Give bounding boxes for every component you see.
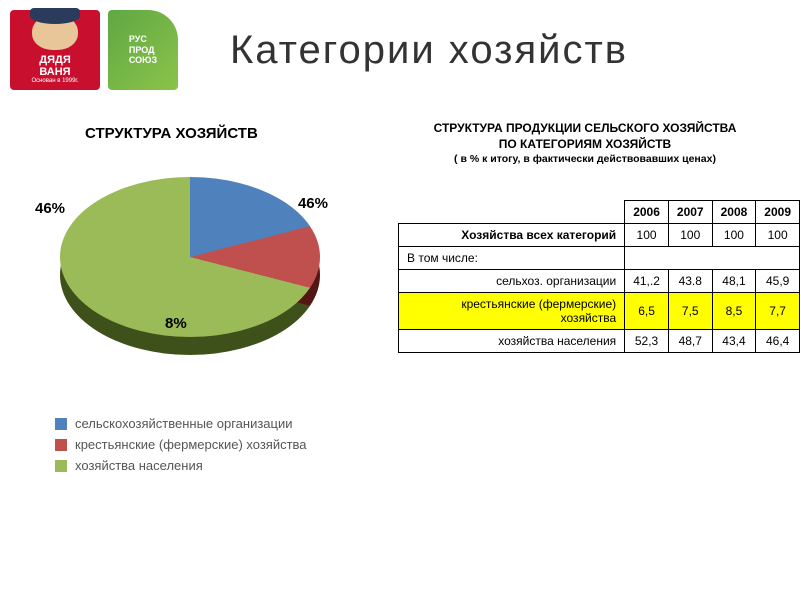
- table-row-head: Хозяйства всех категорий: [399, 224, 625, 247]
- table-cell: 48,1: [712, 270, 756, 293]
- logo-rusprodsoyuz: РУС ПРОД СОЮЗ: [108, 10, 178, 90]
- table-cell: [756, 247, 800, 270]
- logo1-line1: ДЯДЯ: [39, 54, 71, 66]
- table-cell: 100: [756, 224, 800, 247]
- table-cell: [668, 247, 712, 270]
- legend-swatch-icon: [55, 460, 67, 472]
- legend-label: крестьянские (фермерские) хозяйства: [75, 437, 307, 452]
- table-cell: 8,5: [712, 293, 756, 330]
- pie-label-2: 46%: [35, 200, 65, 217]
- table-row: Хозяйства всех категорий100100100100: [399, 224, 800, 247]
- table-title-1: СТРУКТУРА ПРОДУКЦИИ СЕЛЬСКОГО ХОЗЯЙСТВА: [400, 120, 770, 136]
- table-cell: [625, 247, 669, 270]
- legend-item: хозяйства населения: [55, 458, 307, 473]
- table-cell: 43.8: [668, 270, 712, 293]
- table-title-2: ПО КАТЕГОРИЯМ ХОЗЯЙСТВ: [400, 136, 770, 152]
- legend-swatch-icon: [55, 418, 67, 430]
- legend-item: сельскохозяйственные организации: [55, 416, 307, 431]
- table-row-head: В том числе:: [399, 247, 625, 270]
- table-cell: 48,7: [668, 330, 712, 353]
- legend-swatch-icon: [55, 439, 67, 451]
- table-cell: 100: [712, 224, 756, 247]
- table-row: В том числе:: [399, 247, 800, 270]
- table-year-header: 2008: [712, 201, 756, 224]
- table-year-header: 2009: [756, 201, 800, 224]
- table-row-head: крестьянские (фермерские) хозяйства: [399, 293, 625, 330]
- table-row: крестьянские (фермерские) хозяйства6,57,…: [399, 293, 800, 330]
- table-title-block: СТРУКТУРА ПРОДУКЦИИ СЕЛЬСКОГО ХОЗЯЙСТВА …: [400, 120, 770, 167]
- pie-chart-title: СТРУКТУРА ХОЗЯЙСТВ: [85, 125, 258, 142]
- table-cell: 46,4: [756, 330, 800, 353]
- legend-label: хозяйства населения: [75, 458, 203, 473]
- pie-label-1: 8%: [165, 315, 187, 332]
- table-row: сельхоз. организации41,.243.848,145,9: [399, 270, 800, 293]
- table-cell: 41,.2: [625, 270, 669, 293]
- logo1-line2: ВАНЯ: [39, 66, 71, 78]
- table-cell: 45,9: [756, 270, 800, 293]
- table-row-head: сельхоз. организации: [399, 270, 625, 293]
- logo2-text: РУС ПРОД СОЮЗ: [129, 34, 157, 66]
- table-cell: 100: [625, 224, 669, 247]
- table-year-header: 2007: [668, 201, 712, 224]
- table-cell: 7,5: [668, 293, 712, 330]
- logo-bar: ДЯДЯ ВАНЯ Основан в 1999г. РУС ПРОД СОЮЗ: [10, 10, 178, 90]
- table-cell: 100: [668, 224, 712, 247]
- table-cell: 7,7: [756, 293, 800, 330]
- pie-chart: 46% 8% 46%: [30, 165, 350, 385]
- legend-item: крестьянские (фермерские) хозяйства: [55, 437, 307, 452]
- table-cell: [712, 247, 756, 270]
- table-cell: 52,3: [625, 330, 669, 353]
- logo-dyadya-vanya: ДЯДЯ ВАНЯ Основан в 1999г.: [10, 10, 100, 90]
- logo1-sub: Основан в 1999г.: [31, 78, 78, 84]
- pie-label-0: 46%: [298, 195, 328, 212]
- legend-label: сельскохозяйственные организации: [75, 416, 293, 431]
- pie-legend: сельскохозяйственные организации крестьян…: [55, 410, 307, 479]
- data-table: 2006200720082009 Хозяйства всех категори…: [398, 200, 800, 353]
- page-title: Категории хозяйств: [230, 28, 628, 73]
- table-row: хозяйства населения52,348,743,446,4: [399, 330, 800, 353]
- table-cell: 6,5: [625, 293, 669, 330]
- table-row-head: хозяйства населения: [399, 330, 625, 353]
- table-subtitle: ( в % к итогу, в фактически действовавши…: [400, 152, 770, 166]
- table-year-header: 2006: [625, 201, 669, 224]
- table-cell: 43,4: [712, 330, 756, 353]
